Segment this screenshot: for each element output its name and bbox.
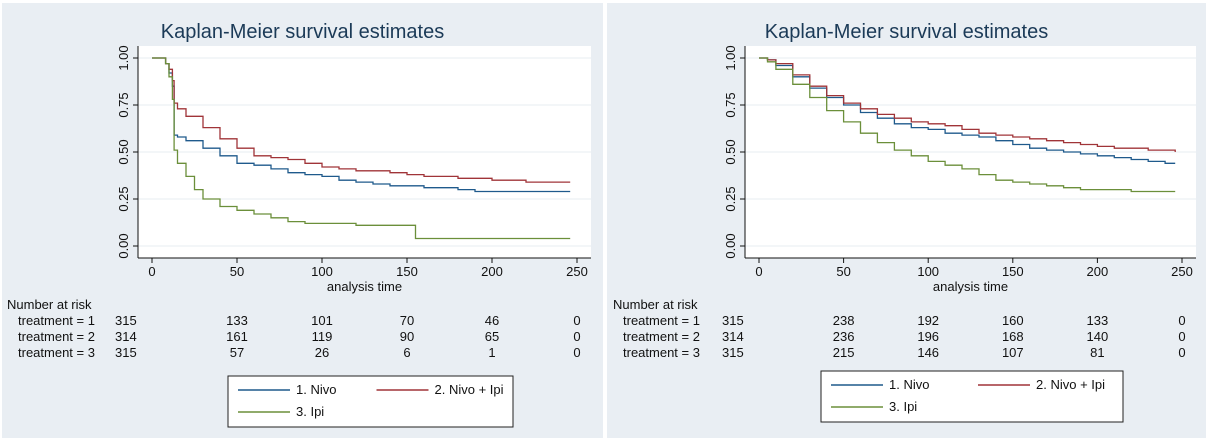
x-axis-label: analysis time [327,279,402,294]
series-line [152,57,571,240]
risk-count: 315 [722,313,744,328]
risk-row-label: treatment = 3 [18,345,95,360]
risk-count: 0 [573,345,580,360]
risk-count: 0 [1178,329,1185,344]
legend: 1. Nivo 2. Nivo + Ipi 3. Ipi [227,375,514,428]
risk-count: 192 [917,313,939,328]
risk-table-title: Number at risk [7,297,92,312]
risk-count: 133 [226,313,248,328]
risk-count: 107 [1002,345,1024,360]
legend-label: 2. Nivo + Ipi [435,382,504,397]
km-chart-left: Kaplan-Meier survival estimates 0.00 0.25 0… [2,3,603,438]
risk-count: 314 [722,329,744,344]
risk-count: 133 [1087,313,1109,328]
risk-count: 81 [1090,345,1104,360]
y-tick-label: 0.50 [723,139,738,164]
risk-count: 314 [115,329,137,344]
x-tick-label: 100 [311,264,333,279]
risk-count: 26 [315,345,329,360]
y-tick-label: 1.00 [116,45,131,70]
x-tick-label: 250 [566,264,588,279]
risk-count: 101 [311,313,333,328]
legend-box [227,375,514,428]
risk-count: 215 [833,345,855,360]
km-chart-left-svg: Kaplan-Meier survival estimates 0.00 0.25 0… [7,21,591,428]
risk-count: 0 [1178,313,1185,328]
legend-label: 1. Nivo [889,377,929,392]
risk-count: 119 [312,329,333,344]
risk-count: 160 [1002,313,1024,328]
x-tick-label: 50 [230,264,244,279]
chart-title: Kaplan-Meier survival estimates [765,21,1048,43]
risk-count: 1 [488,345,495,360]
legend-label: 3. Ipi [296,404,324,419]
legend-box [820,370,1124,423]
legend-label: 2. Nivo + Ipi [1036,377,1105,392]
x-tick-label: 150 [396,264,418,279]
risk-count: 161 [226,329,248,344]
risk-row-label: treatment = 1 [18,313,95,328]
risk-row-label: treatment = 2 [623,329,700,344]
risk-count: 146 [917,345,939,360]
y-tick-label: 0.25 [723,186,738,211]
x-tick-label: 200 [1087,264,1109,279]
risk-row-label: treatment = 3 [623,345,700,360]
legend-label: 3. Ipi [889,399,917,414]
km-chart-right-svg: Kaplan-Meier survival estimates 0.00 0.25 0… [613,21,1196,423]
x-tick-label: 0 [148,264,155,279]
risk-count: 0 [1178,345,1185,360]
y-tick-label: 0.00 [116,233,131,258]
chart-title: Kaplan-Meier survival estimates [161,21,444,43]
x-axis-label: analysis time [933,279,1008,294]
risk-count: 236 [833,329,855,344]
risk-count: 46 [485,313,499,328]
risk-count: 315 [115,313,137,328]
risk-row-label: treatment = 2 [18,329,95,344]
x-tick-label: 250 [1171,264,1193,279]
risk-count: 315 [722,345,744,360]
x-tick-label: 150 [1002,264,1024,279]
y-tick-label: 0.75 [723,92,738,117]
risk-count: 6 [403,345,410,360]
x-tick-label: 200 [481,264,503,279]
risk-count: 0 [573,313,580,328]
risk-row-label: treatment = 1 [623,313,700,328]
risk-count: 168 [1002,329,1024,344]
risk-count: 238 [833,313,855,328]
legend-label: 1. Nivo [296,382,336,397]
risk-count: 140 [1087,329,1109,344]
risk-count: 315 [115,345,137,360]
km-chart-right: Kaplan-Meier survival estimates 0.00 0.25 0… [607,3,1206,438]
series-line [759,57,1176,193]
y-tick-label: 0.00 [723,233,738,258]
y-tick-label: 0.50 [116,139,131,164]
y-tick-label: 0.75 [116,92,131,117]
risk-table-title: Number at risk [613,297,698,312]
risk-count: 0 [573,329,580,344]
risk-count: 70 [400,313,414,328]
x-tick-label: 50 [836,264,850,279]
legend: 1. Nivo 2. Nivo + Ipi 3. Ipi [820,370,1124,423]
risk-count: 196 [917,329,939,344]
risk-count: 57 [230,345,244,360]
series-line [759,57,1176,152]
y-tick-label: 1.00 [723,45,738,70]
series-line [759,57,1176,164]
x-tick-label: 100 [917,264,939,279]
y-tick-label: 0.25 [116,186,131,211]
risk-count: 65 [485,329,499,344]
risk-count: 90 [400,329,414,344]
x-tick-label: 0 [755,264,762,279]
